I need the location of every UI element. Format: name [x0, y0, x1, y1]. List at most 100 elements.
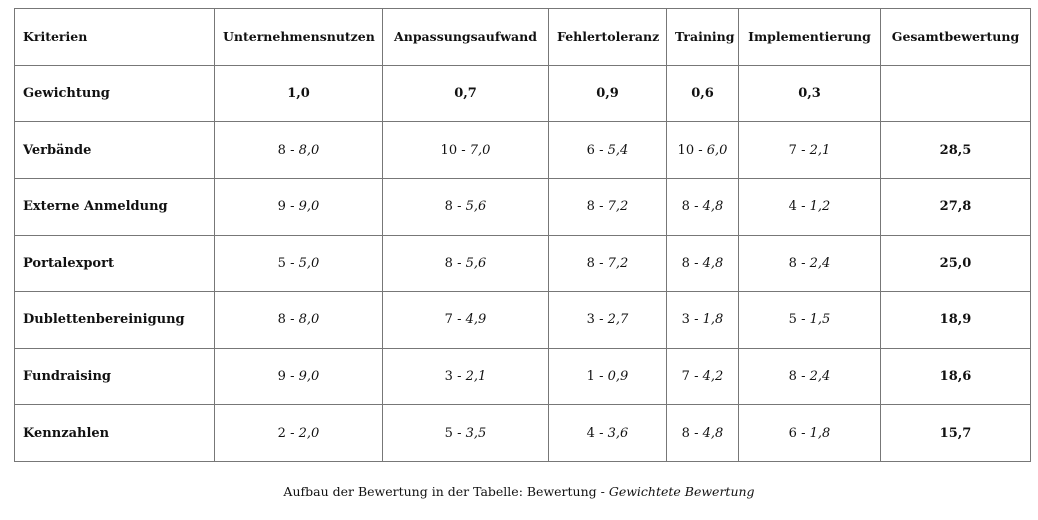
weighted-value: 9,0	[298, 199, 320, 215]
score-separator: -	[689, 425, 703, 441]
score-value: 8	[277, 142, 286, 158]
score-cell: 8 - 8,0	[214, 291, 383, 349]
weighted-value: 7,2	[607, 255, 629, 271]
table-row: Fundraising 9 - 9,0 3 - 2,1 1 - 0,9 7 - 4,2 8…	[14, 347, 1031, 406]
score-separator: -	[594, 142, 608, 158]
score-cell: 8 - 4,8	[666, 404, 739, 462]
score-separator: -	[796, 255, 810, 271]
weighted-value: 4,8	[702, 425, 724, 441]
score-separator: -	[796, 369, 810, 385]
score-cell: 10 - 6,0	[666, 121, 739, 179]
weighted-value: 4,8	[702, 255, 724, 271]
header-adaptation-effort: Anpassungsaufwand	[382, 8, 549, 66]
score-cell: 8 - 7,2	[548, 234, 667, 293]
score-separator: -	[796, 142, 810, 158]
score-value: 8	[788, 369, 797, 385]
score-separator: -	[594, 369, 608, 385]
score-value: 5	[277, 255, 286, 271]
weighted-value: 5,6	[465, 255, 487, 271]
table-row: Verbände 8 - 8,0 10 - 7,0 6 - 5,4 10 - 6,0 7 …	[14, 121, 1031, 179]
weighted-value: 3,6	[607, 425, 629, 441]
weighted-value: 9,0	[298, 369, 320, 385]
score-value: 4	[788, 199, 797, 215]
table-row: Externe Anmeldung 9 - 9,0 8 - 5,6 8 - 7,2 8 …	[14, 177, 1031, 236]
weight-cell: 1,0	[214, 64, 383, 123]
header-criteria: Kriterien	[14, 8, 215, 66]
score-separator: -	[285, 142, 299, 158]
score-separator: -	[285, 312, 299, 328]
score-separator: -	[285, 369, 299, 385]
score-cell: 7 - 4,2	[666, 347, 739, 406]
weighted-value: 8,0	[298, 312, 320, 328]
score-value: 6	[788, 425, 797, 441]
score-value: 7	[788, 142, 797, 158]
score-value: 8	[681, 199, 690, 215]
score-cell: 8 - 4,8	[666, 234, 739, 293]
weighted-value: 5,4	[607, 142, 629, 158]
score-value: 3	[586, 312, 595, 328]
row-label: Kennzahlen	[14, 404, 215, 462]
weighted-value: 2,4	[809, 369, 831, 385]
row-label: Verbände	[14, 121, 215, 179]
header-row: Kriterien Unternehmensnutzen Anpassungsa…	[14, 8, 1031, 66]
score-value: 9	[277, 369, 286, 385]
score-value: 3	[681, 312, 690, 328]
weight-cell: 0,3	[738, 64, 881, 123]
weighted-value: 2,7	[607, 312, 629, 328]
score-cell: 9 - 9,0	[214, 347, 383, 406]
total-score: 15,7	[880, 404, 1031, 462]
score-separator: -	[452, 199, 466, 215]
row-label: Fundraising	[14, 347, 215, 406]
header-implementation: Implementierung	[738, 8, 881, 66]
score-cell: 8 - 5,6	[382, 234, 549, 293]
score-separator: -	[796, 199, 810, 215]
weighted-value: 1,8	[702, 312, 724, 328]
weighted-value: 7,2	[607, 199, 629, 215]
score-value: 5	[444, 425, 453, 441]
weight-cell-empty	[880, 64, 1031, 123]
weighted-value: 4,8	[702, 199, 724, 215]
score-cell: 8 - 2,4	[738, 347, 881, 406]
score-value: 8	[277, 312, 286, 328]
score-separator: -	[694, 142, 707, 158]
score-separator: -	[689, 312, 703, 328]
table-row: Kennzahlen 2 - 2,0 5 - 3,5 4 - 3,6 8 - 4,8 6 …	[14, 404, 1031, 462]
weight-cell: 0,9	[548, 64, 667, 123]
row-label: Externe Anmeldung	[14, 177, 215, 236]
score-cell: 1 - 0,9	[548, 347, 667, 406]
score-cell: 6 - 5,4	[548, 121, 667, 179]
score-cell: 7 - 2,1	[738, 121, 881, 179]
score-value: 8	[681, 255, 690, 271]
score-value: 5	[788, 312, 797, 328]
score-separator: -	[452, 369, 466, 385]
score-value: 4	[586, 425, 595, 441]
score-separator: -	[285, 425, 299, 441]
score-value: 8	[788, 255, 797, 271]
weighted-value: 3,5	[465, 425, 487, 441]
total-score: 28,5	[880, 121, 1031, 179]
header-training: Training	[666, 8, 739, 66]
score-value: 2	[277, 425, 286, 441]
score-value: 3	[444, 369, 453, 385]
total-score: 18,6	[880, 347, 1031, 406]
header-error-tolerance: Fehlertoleranz	[548, 8, 667, 66]
weights-label: Gewichtung	[14, 64, 215, 123]
weight-cell: 0,6	[666, 64, 739, 123]
score-cell: 8 - 2,4	[738, 234, 881, 293]
score-cell: 4 - 3,6	[548, 404, 667, 462]
weighted-value: 6,0	[706, 142, 728, 158]
score-cell: 8 - 5,6	[382, 177, 549, 236]
score-separator: -	[796, 425, 810, 441]
score-value: 6	[586, 142, 595, 158]
score-value: 1	[586, 369, 595, 385]
total-score: 27,8	[880, 177, 1031, 236]
total-score: 25,0	[880, 234, 1031, 293]
weighted-value: 8,0	[298, 142, 320, 158]
weighted-value: 4,2	[702, 369, 724, 385]
weighted-value: 5,6	[465, 199, 487, 215]
score-separator: -	[285, 255, 299, 271]
score-cell: 6 - 1,8	[738, 404, 881, 462]
score-cell: 3 - 2,7	[548, 291, 667, 349]
score-cell: 5 - 3,5	[382, 404, 549, 462]
total-score: 18,9	[880, 291, 1031, 349]
